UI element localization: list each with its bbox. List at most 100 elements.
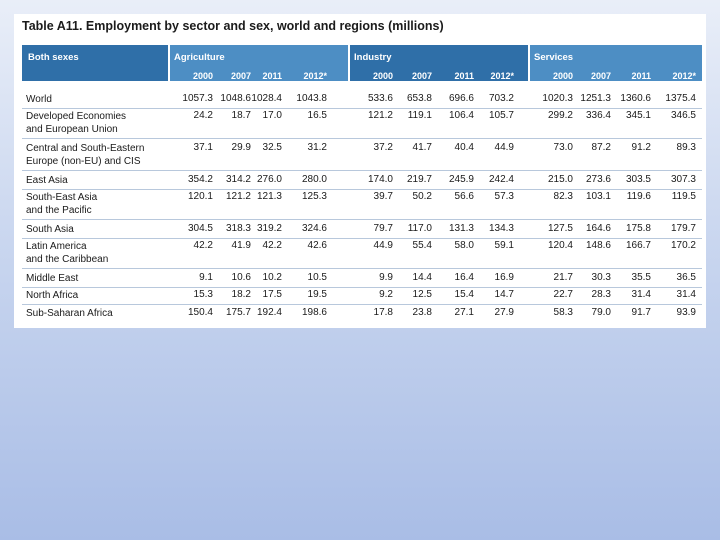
- industry-header-cell: [350, 45, 528, 81]
- table-cell: 17.5: [262, 289, 282, 300]
- row-label-line: Developed Economies: [26, 111, 127, 122]
- table-title: Table A11. Employment by sector and sex,…: [22, 19, 444, 33]
- table-cell: 42.6: [307, 240, 327, 251]
- year-header: 2012*: [672, 71, 696, 81]
- row-divider: [22, 138, 702, 139]
- row-divider: [22, 219, 702, 220]
- year-header: 2012*: [490, 71, 514, 81]
- year-header: 2011: [631, 71, 651, 81]
- row-label: South Asia: [26, 223, 74, 236]
- table-cell: 31.4: [676, 289, 696, 300]
- table-cell: 14.7: [494, 289, 514, 300]
- table-cell: 1048.6: [220, 93, 251, 104]
- table-cell: 150.4: [187, 307, 213, 318]
- table-cell: 73.0: [553, 142, 573, 153]
- table-cell: 134.3: [488, 223, 514, 234]
- year-header: 2000: [552, 71, 573, 81]
- table-cell: 35.5: [631, 272, 651, 283]
- table-cell: 164.6: [585, 223, 611, 234]
- table-cell: 103.1: [585, 191, 611, 202]
- year-header: 2000: [192, 71, 213, 81]
- table-cell: 79.7: [373, 223, 393, 234]
- table-cell: 9.2: [379, 289, 393, 300]
- table-cell: 273.6: [585, 174, 611, 185]
- table-cell: 24.2: [193, 110, 213, 121]
- year-header: 2011: [454, 71, 474, 81]
- table-cell: 57.3: [494, 191, 514, 202]
- table-cell: 280.0: [301, 174, 327, 185]
- statistics-table-sheet: Table A11. Employment by sector and sex,…: [14, 14, 706, 328]
- table-cell: 1028.4: [251, 93, 282, 104]
- table-cell: 28.3: [591, 289, 611, 300]
- row-label-line: Sub-Saharan Africa: [26, 308, 113, 319]
- table-cell: 44.9: [494, 142, 514, 153]
- table-cell: 1251.3: [580, 93, 611, 104]
- row-label: Central and South-Eastern Europe (non-EU)…: [26, 142, 144, 168]
- table-cell: 166.7: [625, 240, 651, 251]
- table-cell: 119.5: [671, 191, 696, 202]
- table-cell: 18.2: [231, 289, 251, 300]
- row-label-line: North Africa: [26, 290, 79, 301]
- row-label-header-cell: [22, 45, 168, 81]
- table-cell: 121.2: [225, 191, 251, 202]
- row-label: Latin America and the Caribbean: [26, 240, 108, 266]
- table-cell: 37.2: [373, 142, 393, 153]
- table-cell: 58.0: [454, 240, 474, 251]
- row-label-line: South-East Asia: [26, 192, 98, 203]
- table-cell: 276.0: [256, 174, 282, 185]
- table-cell: 696.6: [448, 93, 474, 104]
- row-divider: [22, 189, 702, 190]
- table-cell: 32.5: [262, 142, 282, 153]
- row-label-line: and European Union: [26, 124, 118, 135]
- row-label-line: East Asia: [26, 175, 68, 186]
- row-label-line: and the Pacific: [26, 205, 92, 216]
- year-header: 2007: [590, 71, 611, 81]
- sector-services: Services: [534, 52, 574, 63]
- table-cell: 23.8: [412, 307, 432, 318]
- table-cell: 354.2: [187, 174, 213, 185]
- table-cell: 1360.6: [620, 93, 651, 104]
- table-cell: 16.9: [494, 272, 514, 283]
- table-cell: 55.4: [412, 240, 432, 251]
- table-cell: 170.2: [670, 240, 696, 251]
- table-cell: 82.3: [553, 191, 573, 202]
- row-divider: [22, 170, 702, 171]
- row-label-line: and the Caribbean: [26, 254, 109, 265]
- row-label: East Asia: [26, 174, 68, 187]
- year-header: 2012*: [303, 71, 327, 81]
- table-cell: 119.1: [407, 110, 432, 121]
- table-cell: 304.5: [187, 223, 213, 234]
- table-cell: 15.3: [193, 289, 213, 300]
- row-divider: [22, 287, 702, 288]
- row-divider: [22, 238, 702, 239]
- row-label-line: South Asia: [26, 224, 74, 235]
- year-header: 2007: [230, 71, 251, 81]
- table-cell: 10.2: [262, 272, 282, 283]
- table-cell: 17.8: [373, 307, 393, 318]
- table-cell: 18.7: [231, 110, 251, 121]
- table-cell: 91.7: [631, 307, 651, 318]
- table-cell: 50.2: [412, 191, 432, 202]
- sector-industry: Industry: [354, 52, 392, 63]
- table-cell: 14.4: [412, 272, 432, 283]
- table-cell: 119.6: [626, 191, 651, 202]
- agriculture-header-cell: [170, 45, 348, 81]
- table-cell: 1057.3: [182, 93, 213, 104]
- table-cell: 36.5: [676, 272, 696, 283]
- table-cell: 10.5: [307, 272, 327, 283]
- table-cell: 303.5: [625, 174, 651, 185]
- both-sexes-label: Both sexes: [28, 52, 79, 63]
- table-cell: 345.1: [625, 110, 651, 121]
- table-cell: 299.2: [547, 110, 573, 121]
- table-cell: 174.0: [367, 174, 393, 185]
- table-cell: 16.5: [307, 110, 327, 121]
- table-cell: 175.8: [625, 223, 651, 234]
- table-cell: 42.2: [193, 240, 213, 251]
- row-label-line: Europe (non-EU) and CIS: [26, 156, 141, 167]
- row-divider: [22, 304, 702, 305]
- table-cell: 127.5: [547, 223, 573, 234]
- table-cell: 121.2: [367, 110, 393, 121]
- row-divider: [22, 108, 702, 109]
- table-cell: 79.0: [591, 307, 611, 318]
- table-cell: 91.2: [631, 142, 651, 153]
